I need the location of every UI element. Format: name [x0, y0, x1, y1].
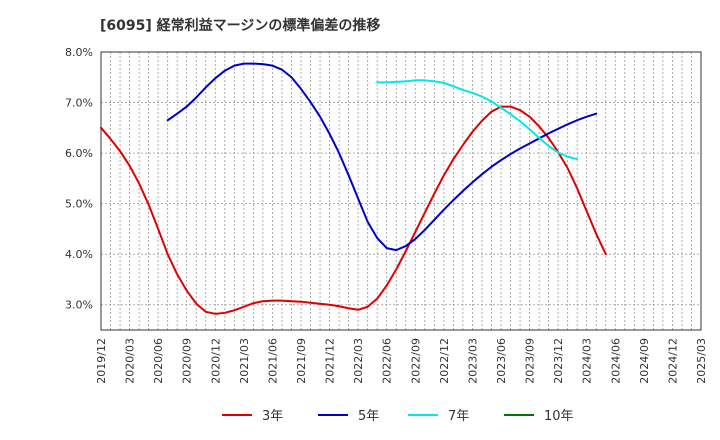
legend-label: 3年: [262, 409, 283, 424]
x-tick-label: 2025/03: [695, 338, 708, 384]
x-tick-label: 2020/09: [181, 338, 194, 384]
chart-title: [6095] 経常利益マージンの標準偏差の推移: [100, 17, 380, 34]
x-tick-label: 2023/06: [495, 338, 508, 384]
x-tick-label: 2021/09: [295, 338, 308, 384]
y-tick-label: 5.0%: [65, 198, 93, 211]
x-tick-label: 2022/09: [409, 338, 422, 384]
plot-frame: [100, 51, 702, 331]
y-tick-label: 4.0%: [65, 248, 93, 261]
x-tick-label: 2022/12: [438, 338, 451, 384]
x-axis-ticks: 2019/12 2020/03 2020/06 2020/09 2020/12 2021/…: [95, 338, 708, 384]
y-axis-ticks: 3.0% 4.0% 5.0% 6.0% 7.0% 8.0%: [65, 46, 93, 312]
grid-layer: [100, 51, 702, 330]
x-tick-label: 2024/12: [666, 338, 679, 384]
legend-label: 10年: [544, 409, 574, 424]
x-tick-label: 2023/03: [466, 338, 479, 384]
legend-label: 7年: [448, 409, 469, 424]
x-tick-label: 2019/12: [95, 338, 108, 384]
legend: 3年 5年 7年 10年: [222, 409, 574, 424]
legend-label: 5年: [358, 409, 379, 424]
series-line-7年: [376, 79, 579, 161]
x-tick-label: 2020/12: [209, 338, 222, 384]
series-line-3年: [100, 105, 607, 315]
x-tick-label: 2024/06: [609, 338, 622, 384]
x-tick-label: 2021/06: [266, 338, 279, 384]
x-tick-label: 2024/03: [581, 338, 594, 384]
x-tick-label: 2021/12: [324, 338, 337, 384]
x-tick-label: 2023/12: [552, 338, 565, 384]
y-tick-label: 8.0%: [65, 46, 93, 59]
series-line-5年: [166, 62, 598, 252]
x-tick-label: 2022/03: [352, 338, 365, 384]
x-tick-label: 2023/09: [524, 338, 537, 384]
series-layer: [100, 62, 607, 315]
x-tick-label: 2024/09: [638, 338, 651, 384]
y-tick-label: 6.0%: [65, 147, 93, 160]
x-tick-label: 2021/03: [238, 338, 251, 384]
x-tick-label: 2022/06: [381, 338, 394, 384]
y-tick-label: 7.0%: [65, 97, 93, 110]
x-tick-label: 2020/03: [124, 338, 137, 384]
y-tick-label: 3.0%: [65, 299, 93, 312]
x-tick-label: 2020/06: [152, 338, 165, 384]
